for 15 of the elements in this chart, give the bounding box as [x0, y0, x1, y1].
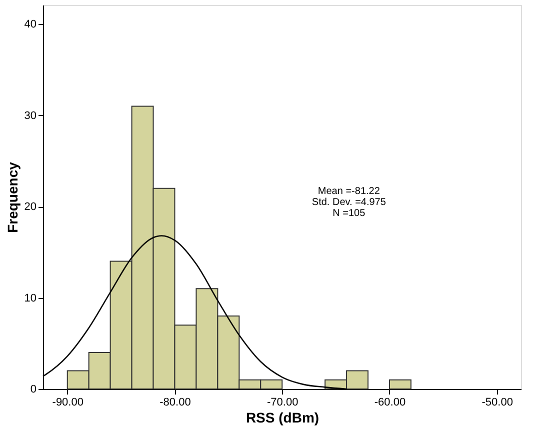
y-tick-label: 0 — [30, 384, 36, 396]
y-axis-title: Frequency — [4, 162, 20, 233]
x-tick-label: -90.00 — [52, 396, 84, 408]
y-tick-label: 20 — [24, 201, 36, 214]
x-tick-label: -70.00 — [267, 396, 298, 408]
x-tick-label: -50.00 — [482, 396, 513, 408]
y-tick-label: 40 — [24, 18, 36, 31]
annotation: Mean =-81.22 — [318, 186, 380, 198]
y-tick-label: 30 — [24, 110, 36, 122]
x-tick-label: -60.00 — [374, 396, 406, 408]
annotation: N =105 — [332, 208, 366, 220]
x-tick-label: -80.00 — [160, 396, 191, 408]
x-axis-title: RSS (dBm) — [246, 410, 320, 426]
y-tick-label: 10 — [24, 292, 36, 304]
annotation: Std. Dev. =4.975 — [312, 197, 386, 208]
